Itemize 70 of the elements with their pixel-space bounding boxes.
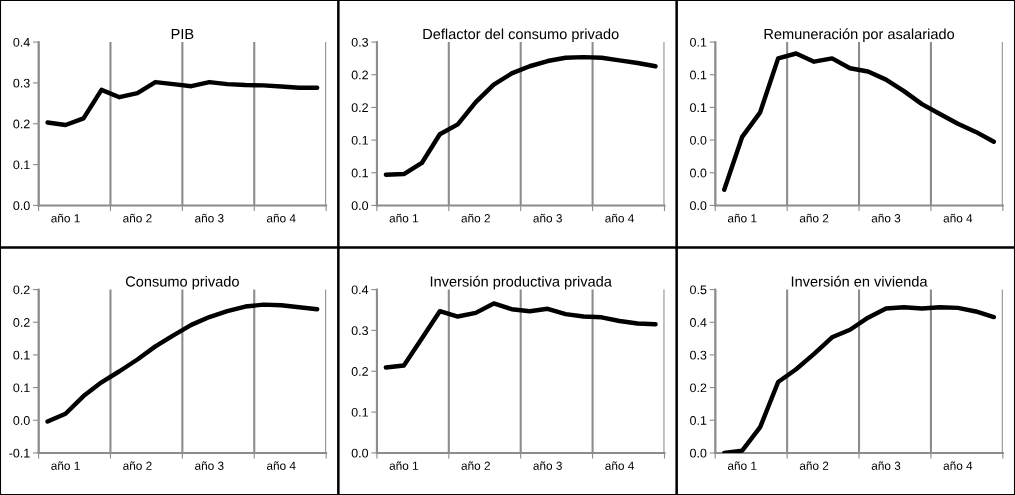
line-series — [45, 79, 320, 128]
x-tick-label: año 3 — [195, 461, 224, 470]
x-tick-label: año 1 — [389, 461, 419, 470]
y-tick-label: 0.1 — [351, 407, 368, 417]
y-tick-label: 0.5 — [690, 285, 707, 295]
y-tick-label: 0.2 — [13, 119, 30, 129]
y-tick-label: 0.1 — [13, 383, 30, 393]
y-tick-label: 0.3 — [351, 326, 369, 336]
y-tick-label: 0.1 — [351, 168, 368, 178]
y-tick-label: 0.2 — [13, 318, 30, 327]
y-tick-label: 0.0 — [690, 201, 707, 211]
y-tick-label: 0.2 — [351, 70, 368, 80]
chart-title: Consumo privado — [125, 275, 239, 290]
y-tick-label: 0.1 — [690, 70, 707, 80]
y-tick-label: 0.0 — [690, 448, 707, 458]
chart-title: Remuneración por asalariado — [764, 28, 955, 43]
x-tick-label: año 2 — [461, 461, 490, 470]
x-tick-label: año 4 — [605, 213, 634, 223]
x-tick-label: año 4 — [943, 213, 973, 223]
x-tick-label: año 1 — [727, 213, 757, 223]
y-tick-label: 0.4 — [351, 285, 369, 295]
x-tick-label: año 3 — [533, 461, 562, 470]
x-tick-label: año 1 — [727, 461, 757, 470]
y-tick-label: 0.3 — [690, 350, 707, 360]
y-tick-label: 0.2 — [690, 383, 707, 393]
x-tick-label: año 4 — [266, 213, 296, 223]
x-tick-label: año 1 — [389, 213, 419, 223]
y-tick-label: 0.0 — [351, 201, 369, 211]
y-tick-label: 0.0 — [13, 201, 30, 211]
y-tick-label: 0.4 — [13, 37, 30, 47]
y-tick-label: 0.0 — [351, 448, 369, 458]
chart-title: Inversión en vivienda — [791, 275, 928, 287]
y-tick-label: 0.4 — [690, 318, 707, 327]
y-tick-label: 0.1 — [690, 103, 707, 113]
line-series — [383, 54, 658, 177]
y-tick-label: 0.1 — [690, 416, 707, 425]
y-tick-label: 0.1 — [13, 160, 30, 170]
x-tick-label: año 1 — [51, 461, 80, 470]
y-tick-label: 0.0 — [13, 416, 30, 425]
y-tick-label: 0.1 — [13, 350, 30, 360]
chart-title: Inversión productiva privada — [430, 275, 612, 290]
x-tick-label: año 4 — [605, 461, 634, 470]
y-tick-label: 0.3 — [351, 37, 369, 47]
x-tick-label: año 4 — [943, 461, 973, 470]
y-tick-label: -0.1 — [9, 448, 30, 458]
line-series — [722, 305, 997, 453]
x-tick-label: año 2 — [123, 213, 152, 223]
y-tick-label: 0.1 — [690, 37, 707, 47]
line-series — [383, 301, 658, 370]
x-tick-label: año 3 — [871, 213, 901, 223]
y-tick-label: 0.2 — [351, 103, 368, 113]
x-tick-label: año 4 — [266, 461, 296, 470]
y-tick-label: 0.0 — [690, 135, 707, 145]
chart-title: PIB — [171, 29, 194, 40]
x-tick-label: año 3 — [533, 213, 562, 223]
y-tick-label: 0.1 — [351, 135, 368, 145]
x-tick-label: año 2 — [799, 213, 829, 223]
x-tick-label: año 2 — [461, 213, 490, 223]
chart-title: Deflactor del consumo privado — [423, 28, 619, 43]
line-series — [45, 302, 320, 424]
x-tick-label: año 2 — [799, 461, 829, 470]
y-tick-label: 0.0 — [690, 168, 707, 178]
x-tick-label: año 1 — [51, 213, 80, 223]
x-tick-label: año 3 — [195, 213, 224, 223]
line-series — [722, 51, 997, 192]
y-tick-label: 0.2 — [13, 285, 30, 295]
x-tick-label: año 3 — [871, 461, 901, 470]
y-tick-label: 0.3 — [13, 78, 30, 88]
x-tick-label: año 2 — [123, 461, 152, 470]
y-tick-label: 0.2 — [351, 367, 368, 376]
